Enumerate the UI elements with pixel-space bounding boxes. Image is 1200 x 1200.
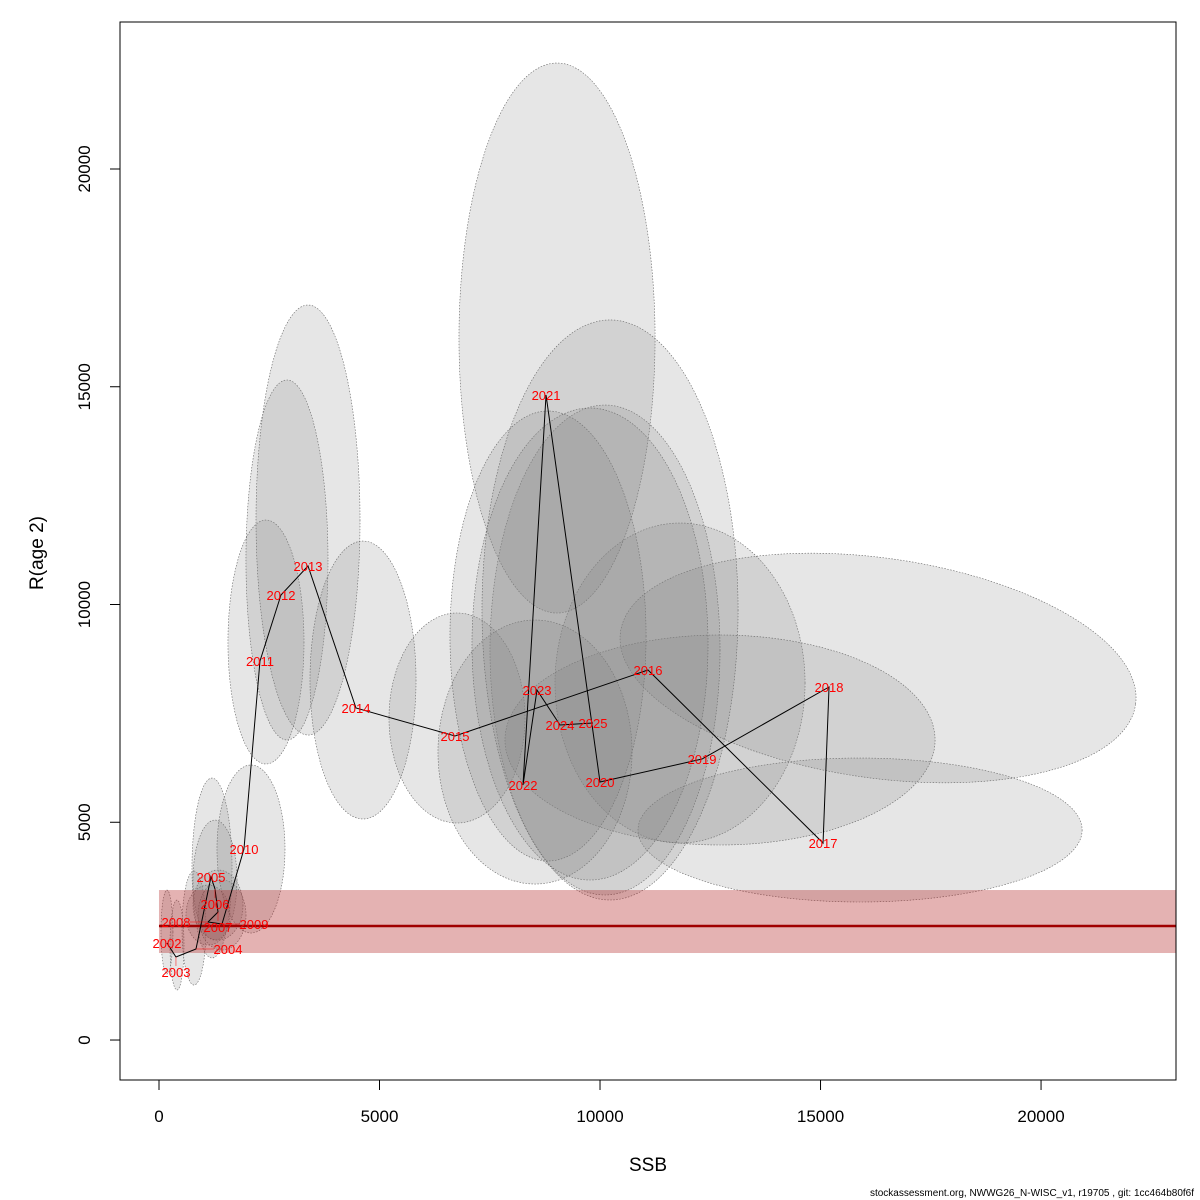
- year-label-2022: 2022: [509, 778, 538, 793]
- year-label-2005: 2005: [197, 870, 226, 885]
- year-label-2021: 2021: [532, 388, 561, 403]
- y-tick-label: 5000: [75, 803, 94, 841]
- confidence-ellipse-2020: [489, 404, 721, 896]
- confidence-ellipse-2010: [216, 764, 286, 934]
- year-label-2009: 2009: [240, 917, 269, 932]
- y-tick-label: 10000: [75, 581, 94, 628]
- year-label-2014: 2014: [342, 701, 371, 716]
- x-tick-label: 20000: [1017, 1107, 1064, 1126]
- year-label-2011: 2011: [246, 654, 274, 669]
- year-label-2025: 2025: [579, 716, 608, 731]
- confidence-ellipse-2024: [471, 407, 709, 881]
- x-axis-title: SSB: [629, 1155, 667, 1176]
- y-axis-title: R(age 2): [27, 516, 48, 590]
- year-label-2012: 2012: [267, 588, 296, 603]
- year-label-2010: 2010: [230, 842, 259, 857]
- year-label-2019: 2019: [688, 752, 717, 767]
- year-label-2002: 2002: [153, 936, 182, 951]
- x-tick-label: 10000: [576, 1107, 623, 1126]
- confidence-ellipse-2013: [255, 304, 361, 736]
- y-tick-label: 15000: [75, 363, 94, 410]
- year-label-2023: 2023: [523, 683, 552, 698]
- x-tick-label: 15000: [797, 1107, 844, 1126]
- year-label-2020: 2020: [586, 775, 615, 790]
- confidence-ellipse-2003: [169, 899, 185, 991]
- year-label-2008: 2008: [162, 915, 191, 930]
- trajectory-line: [166, 394, 830, 958]
- y-axis: 0 5000 10000 15000 20000: [75, 145, 121, 1045]
- y-tick-label: 0: [75, 1035, 94, 1044]
- x-tick-label: 0: [154, 1107, 163, 1126]
- year-labels: 2002 2003 2004 2005 2006 2007 2008 2009 2010 2011…: [153, 388, 844, 980]
- confidence-ellipse-2004: [181, 870, 207, 986]
- year-label-2007: 2007: [204, 920, 233, 935]
- label-leader-lines: [175, 889, 241, 967]
- year-label-2024: 2024: [546, 718, 575, 733]
- confidence-ellipse-2008: [185, 884, 231, 946]
- footer-credit: stockassessment.org, NWWG26_N-WISC_v1, r…: [870, 1188, 1194, 1199]
- year-label-2003: 2003: [162, 965, 191, 980]
- year-label-2017: 2017: [809, 836, 838, 851]
- year-label-2013: 2013: [294, 559, 323, 574]
- year-label-2016: 2016: [634, 663, 663, 678]
- confidence-ellipse-2021: [458, 62, 656, 614]
- confidence-ellipse-2022: [437, 619, 633, 885]
- year-label-2004: 2004: [214, 942, 243, 957]
- x-tick-label: 5000: [361, 1107, 399, 1126]
- confidence-ellipse-2025: [481, 319, 739, 901]
- confidence-ellipse-2012: [245, 379, 329, 741]
- year-label-2006: 2006: [201, 897, 230, 912]
- year-label-2015: 2015: [441, 729, 470, 744]
- confidence-ellipse-2017: [637, 757, 1083, 903]
- y-tick-label: 20000: [75, 145, 94, 192]
- year-label-2018: 2018: [815, 680, 844, 695]
- confidence-ellipse-2014: [309, 540, 417, 820]
- x-axis: 0 5000 10000 15000 20000: [154, 1079, 1065, 1126]
- reference-band: [158, 890, 1177, 954]
- confidence-ellipse-2009: [197, 879, 247, 951]
- confidence-ellipses: [160, 62, 1137, 991]
- confidence-ellipse-2018: [619, 552, 1137, 784]
